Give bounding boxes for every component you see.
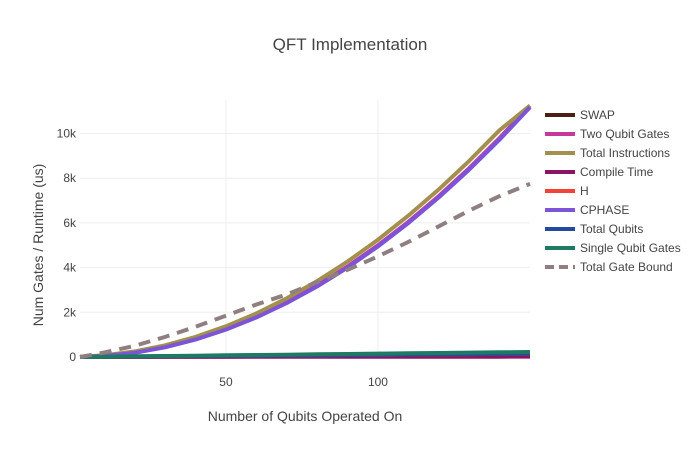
x-tick-label: 50 [219, 375, 233, 389]
plot-area [80, 106, 530, 357]
series-line-total-instructions [80, 106, 530, 357]
legend-label: CPHASE [580, 203, 629, 217]
legend-item-h[interactable]: H [545, 184, 589, 198]
legend-label: Two Qubit Gates [580, 127, 669, 141]
legend-item-swap[interactable]: SWAP [545, 108, 615, 122]
series-line-two-qubit-gates [80, 106, 530, 357]
legend-label: Compile Time [580, 165, 654, 179]
legend-item-compile-time[interactable]: Compile Time [545, 165, 654, 179]
x-axis-title: Number of Qubits Operated On [208, 408, 403, 424]
legend-item-single-qubit-gates[interactable]: Single Qubit Gates [545, 241, 681, 255]
y-tick-label: 0 [69, 350, 76, 364]
y-tick-label: 2k [63, 305, 77, 319]
legend-label: Total Qubits [580, 222, 643, 236]
y-axis-title: Num Gates / Runtime (us) [30, 164, 46, 327]
y-tick-label: 10k [57, 127, 77, 141]
legend[interactable]: SWAP Two Qubit Gates Total Instructions Com… [545, 108, 681, 274]
legend-item-total-gate-bound[interactable]: Total Gate Bound [545, 260, 673, 274]
legend-item-two-qubit-gates[interactable]: Two Qubit Gates [545, 127, 669, 141]
series-line-cphase [80, 107, 530, 357]
grid [80, 100, 530, 357]
legend-item-total-instructions[interactable]: Total Instructions [545, 146, 670, 160]
series-line-total-gate-bound [80, 184, 530, 357]
y-tick-label: 6k [63, 216, 77, 230]
x-tick-label: 100 [368, 375, 388, 389]
legend-label: SWAP [580, 108, 615, 122]
legend-item-total-qubits[interactable]: Total Qubits [545, 222, 643, 236]
axis-ticks: 0 2k 4k 6k 8k 10k 50 100 [57, 127, 389, 389]
legend-label: H [580, 184, 589, 198]
chart-title: QFT Implementation [273, 35, 428, 54]
legend-label: Single Qubit Gates [580, 241, 681, 255]
legend-label: Total Instructions [580, 146, 670, 160]
y-tick-label: 4k [63, 261, 77, 275]
legend-label: Total Gate Bound [580, 260, 673, 274]
legend-item-cphase[interactable]: CPHASE [545, 203, 629, 217]
y-tick-label: 8k [63, 171, 77, 185]
